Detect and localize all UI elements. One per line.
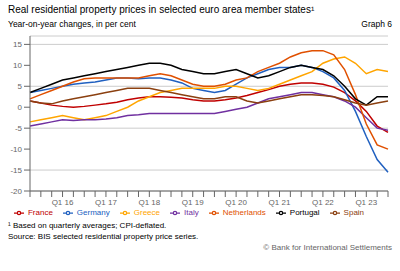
html-text:Year-on-year changes, in per c: Year-on-year changes, in per cent [8, 19, 136, 29]
html-text:France: France [27, 208, 53, 217]
html-text:Italy: Italy [184, 208, 199, 217]
html-text:Real residential property pric: Real residential property prices in sele… [8, 4, 315, 15]
html-text:Source: BIS selected residenti: Source: BIS selected residential propert… [8, 232, 199, 241]
svg-text:Q1 17: Q1 17 [95, 198, 117, 207]
svg-text:Q1 22: Q1 22 [312, 198, 334, 207]
svg-text:10: 10 [13, 61, 22, 70]
html-text:Spain: Spain [343, 208, 365, 217]
html-text:¹ Based on quarterly averages;: ¹ Based on quarterly averages; CPI-defla… [8, 221, 167, 230]
svg-text:15: 15 [13, 40, 22, 49]
html-text:Netherlands: Netherlands [222, 208, 266, 217]
svg-text:0: 0 [18, 103, 23, 112]
svg-text:-5: -5 [15, 124, 23, 133]
svg-text:Q1 21: Q1 21 [269, 198, 291, 207]
svg-text:Q1 18: Q1 18 [138, 198, 160, 207]
html-text:Portugal: Portugal [289, 208, 320, 217]
svg-text:-20: -20 [10, 187, 22, 196]
html-text:© Bank for International Settl: © Bank for International Settlements [263, 243, 392, 252]
svg-text:-10: -10 [10, 145, 22, 154]
svg-text:Q1 23: Q1 23 [355, 198, 377, 207]
svg-text:Q1 20: Q1 20 [225, 198, 247, 207]
html-text:Graph 6: Graph 6 [361, 19, 392, 29]
html-text:Greece: Greece [133, 208, 160, 217]
svg-text:5: 5 [18, 82, 23, 91]
svg-text:Q1 19: Q1 19 [182, 198, 204, 207]
html-text:Germany: Germany [76, 208, 110, 217]
svg-text:Q1 16: Q1 16 [52, 198, 74, 207]
svg-text:-15: -15 [10, 166, 22, 175]
